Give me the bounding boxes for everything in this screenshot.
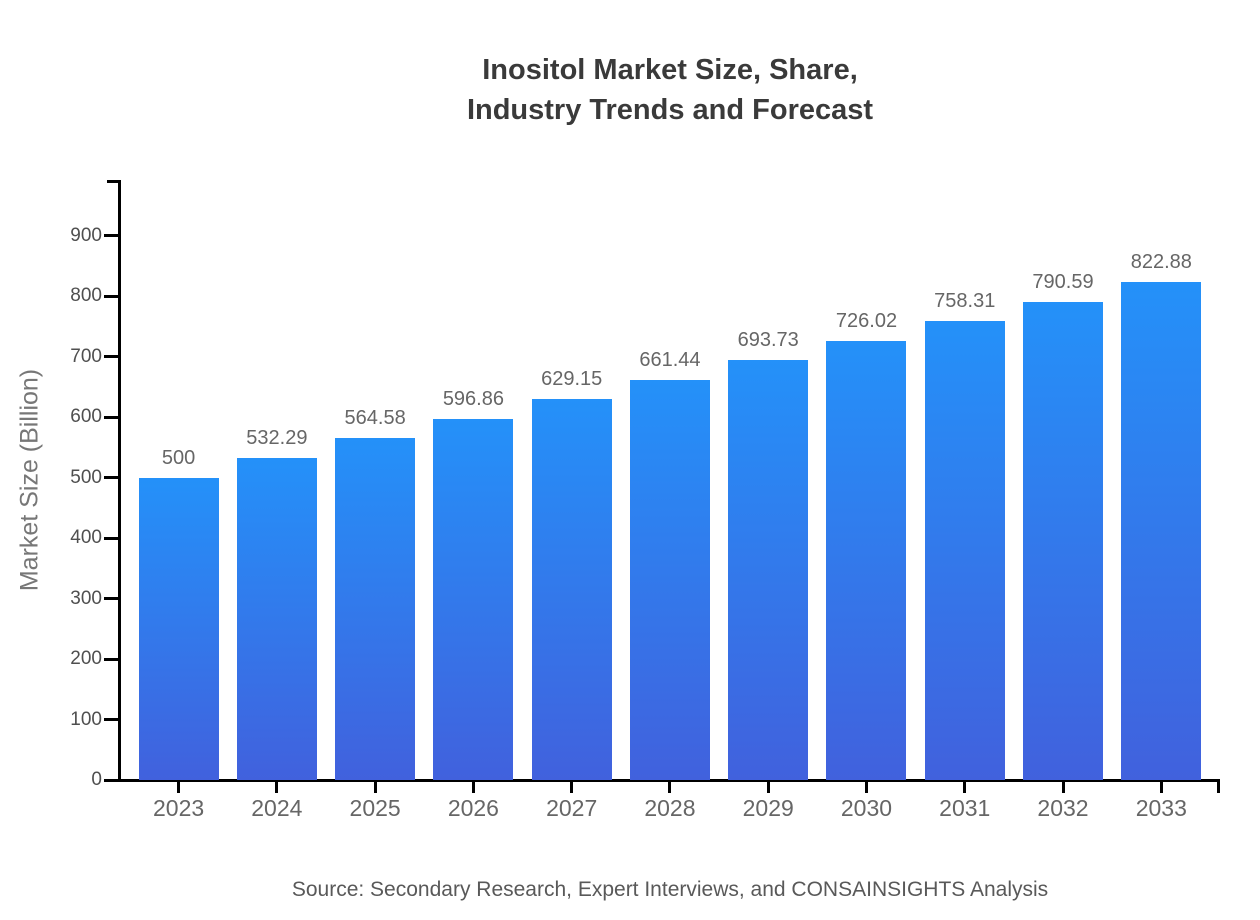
x-tick bbox=[471, 781, 475, 793]
chart-title-line2: Industry Trends and Forecast bbox=[466, 94, 874, 126]
y-axis-endcap bbox=[107, 180, 121, 183]
x-tick bbox=[1061, 781, 1065, 793]
y-tick-label: 100 bbox=[70, 708, 102, 730]
y-tick-label: 0 bbox=[91, 769, 102, 790]
bar bbox=[531, 399, 612, 780]
x-tick-label: 2032 bbox=[1037, 795, 1089, 821]
bar bbox=[728, 360, 809, 780]
y-tick bbox=[104, 657, 118, 661]
bar bbox=[138, 477, 219, 780]
x-tick-label: 2030 bbox=[840, 795, 893, 821]
bar-value-label: 790.59 bbox=[1032, 270, 1094, 293]
y-tick bbox=[104, 294, 118, 298]
bar bbox=[1121, 282, 1202, 780]
bar bbox=[433, 418, 514, 780]
bar bbox=[924, 321, 1005, 780]
bar-value-label: 596.86 bbox=[442, 387, 504, 410]
x-tick-label: 2027 bbox=[546, 795, 598, 821]
x-tick bbox=[668, 781, 672, 793]
y-axis-line bbox=[118, 180, 121, 782]
bar-value-label: 726.02 bbox=[835, 309, 898, 332]
chart-title: Inositol Market Size, Share, Industry Tr… bbox=[120, 50, 1220, 130]
bar-value-label: 564.58 bbox=[344, 407, 406, 430]
y-tick bbox=[104, 778, 118, 782]
y-tick bbox=[104, 355, 118, 358]
x-tick-label: 2033 bbox=[1135, 795, 1187, 821]
y-tick-label: 500 bbox=[70, 466, 102, 488]
bar bbox=[1023, 301, 1104, 780]
bar bbox=[826, 340, 907, 780]
y-tick bbox=[104, 415, 118, 419]
y-tick-label: 900 bbox=[70, 224, 102, 246]
y-tick-label: 600 bbox=[70, 406, 102, 427]
bar-value-label: 661.44 bbox=[639, 348, 701, 371]
source-attribution: Source: Secondary Research, Expert Inter… bbox=[291, 878, 1049, 901]
x-tick-label: 2031 bbox=[939, 795, 991, 821]
x-tick bbox=[963, 781, 967, 793]
bar-value-label: 500 bbox=[161, 446, 196, 469]
x-tick-label: 2025 bbox=[349, 795, 401, 821]
x-tick bbox=[570, 781, 574, 793]
bar-value-label: 822.88 bbox=[1130, 251, 1192, 274]
y-tick-label: 300 bbox=[70, 587, 102, 609]
bar-value-label: 629.15 bbox=[541, 368, 603, 391]
x-tick bbox=[373, 781, 377, 793]
bar-value-label: 758.31 bbox=[934, 290, 996, 313]
x-tick bbox=[275, 781, 279, 793]
x-tick-label: 2028 bbox=[644, 795, 696, 821]
x-tick bbox=[864, 781, 868, 793]
y-tick-label: 400 bbox=[70, 527, 102, 548]
x-tick-label: 2024 bbox=[251, 795, 303, 821]
x-tick-label: 2023 bbox=[153, 795, 205, 821]
y-tick-label: 200 bbox=[70, 648, 102, 669]
x-tick bbox=[1159, 781, 1163, 793]
x-tick-label: 2026 bbox=[447, 795, 499, 821]
x-tick bbox=[177, 781, 181, 793]
x-tick-label: 2029 bbox=[742, 795, 794, 821]
x-axis-line bbox=[118, 779, 1220, 782]
x-tick bbox=[766, 781, 770, 793]
y-tick bbox=[104, 597, 118, 600]
y-tick bbox=[104, 536, 118, 540]
y-tick bbox=[104, 476, 118, 479]
x-axis-endcap bbox=[1217, 779, 1220, 793]
bar-value-label: 693.73 bbox=[737, 329, 799, 352]
y-tick-label: 800 bbox=[70, 285, 102, 306]
bar-value-label: 532.29 bbox=[246, 426, 308, 449]
bar bbox=[335, 438, 416, 780]
chart-title-line1: Inositol Market Size, Share, bbox=[482, 54, 858, 86]
bar bbox=[236, 457, 317, 780]
bar bbox=[629, 379, 710, 780]
y-tick bbox=[104, 718, 118, 721]
y-tick-label: 700 bbox=[70, 345, 102, 367]
y-tick bbox=[104, 234, 118, 237]
